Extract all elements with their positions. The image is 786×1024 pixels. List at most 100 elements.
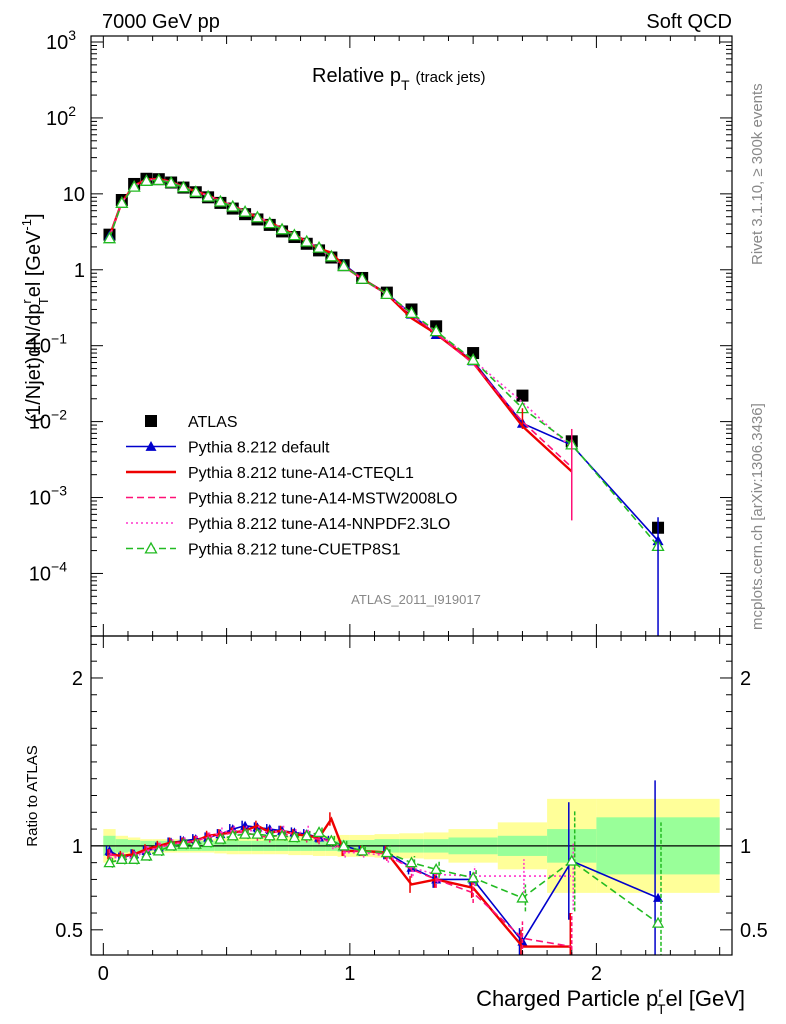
ratio-point: [128, 852, 141, 864]
series-5: [102, 173, 665, 552]
data-point: [516, 389, 529, 402]
series-4: [108, 178, 573, 449]
data-point: [467, 347, 480, 360]
ratio-point: [140, 849, 153, 861]
series-line: [108, 179, 659, 547]
data-point: [429, 324, 443, 337]
ratio-point: [238, 827, 252, 839]
ratio-point: [202, 836, 215, 848]
series-line: [108, 178, 573, 449]
main-error-bars: [521, 408, 659, 636]
ratio-point: [300, 829, 313, 841]
data-point: [300, 234, 314, 247]
ratio-point: [165, 839, 178, 851]
ratio-xtick-label: 1: [344, 963, 355, 985]
legend-item: Pythia 8.212 tune-A14-MSTW2008LO: [126, 491, 457, 508]
legend: ATLAS Pythia 8.212 default Pythia 8.212 tu…: [126, 414, 457, 559]
ratio-point: [214, 832, 227, 844]
main-ytick-label: 10−3: [29, 483, 67, 510]
data-point: [139, 174, 154, 186]
data-point: [201, 189, 215, 202]
main-ytick-label: 10−4: [29, 558, 67, 585]
data-point: [226, 199, 240, 212]
data-point: [263, 216, 277, 229]
ratio-point: [653, 892, 664, 902]
ratio-point: [275, 829, 289, 841]
legend-marker: [144, 541, 158, 554]
data-point: [466, 353, 480, 365]
ratio-point: [152, 844, 165, 856]
ratio-series-line: [109, 829, 572, 877]
data-point: [275, 222, 289, 235]
data-point: [324, 249, 338, 262]
ratio-ytick-label: 2: [72, 668, 83, 690]
main-ylabel: (1/Njet)dN/dpr Tel [GeV-1]: [19, 213, 51, 422]
ratio-ytick-label-right: 2: [740, 668, 751, 690]
ratio-point: [263, 829, 276, 841]
ratio-point: [467, 871, 480, 883]
ratio-ytick-label-right: 0.5: [740, 920, 768, 942]
legend-item: Pythia 8.212 default: [126, 440, 330, 457]
legend-label: Pythia 8.212 default: [188, 440, 330, 457]
ratio-ytick-label-right: 1: [740, 836, 751, 858]
series-3: [108, 178, 573, 468]
mcplots-label: mcplots.cern.ch [arXiv:1306.3436]: [749, 403, 766, 630]
data-point: [164, 175, 178, 188]
ratio-point: [103, 856, 116, 868]
data-point: [380, 287, 394, 300]
legend-item: Pythia 8.212 tune-A14-CTEQL1: [126, 465, 414, 482]
ratio-point: [356, 844, 369, 856]
legend-label: Pythia 8.212 tune-A14-NNPDF2.3LO: [188, 516, 450, 533]
ratio-point: [565, 854, 578, 866]
ratio-frame: [90, 635, 733, 956]
ratio-ytick-label: 0.5: [55, 920, 83, 942]
main-ytick-label: 10−1: [29, 331, 67, 358]
plot-title: Relative pT (track jets): [312, 65, 486, 93]
data-point: [238, 204, 252, 217]
ratio-point: [288, 831, 301, 843]
header-left: 7000 GeV pp: [102, 11, 220, 33]
analysis-tag: ATLAS_2011_I919017: [351, 592, 481, 607]
data-point: [115, 196, 129, 208]
data-point: [312, 240, 326, 253]
data-point: [102, 231, 117, 244]
data-point: [250, 210, 265, 223]
data-point: [127, 179, 141, 192]
ratio-series-line: [109, 831, 659, 924]
legend-marker: [145, 415, 157, 427]
ratio-point: [380, 846, 393, 858]
ratio-point: [337, 839, 350, 851]
ratio-xtick-label: 2: [591, 963, 602, 985]
ratio-xlabel: Charged Particle pr Tel [GeV]: [476, 984, 745, 1017]
series-line: [108, 178, 659, 542]
data-point: [176, 180, 191, 193]
data-point: [337, 259, 351, 272]
ratio-series-4: [103, 810, 665, 955]
ratio-xtick-label: 0: [98, 963, 109, 985]
data-point: [404, 306, 419, 318]
main-ytick-label: 102: [46, 103, 76, 130]
legend-item: Pythia 8.212 tune-A14-NNPDF2.3LO: [126, 516, 450, 533]
legend-marker: [145, 441, 157, 451]
ratio-point: [177, 837, 190, 849]
ratio-point: [325, 834, 338, 846]
ratio-point: [251, 827, 264, 839]
series-2: [108, 177, 573, 473]
main-ytick-label: 103: [46, 27, 76, 54]
ratio-point: [240, 820, 251, 830]
legend-item: Pythia 8.212 tune-CUETP8S1: [126, 542, 401, 559]
data-point: [287, 228, 301, 241]
ratio-point: [312, 826, 326, 838]
main-ytick-label: 1: [74, 260, 85, 282]
main-ytick-label: 10−2: [29, 407, 67, 434]
legend-label: Pythia 8.212 tune-CUETP8S1: [188, 542, 401, 559]
legend-label: Pythia 8.212 tune-A14-CTEQL1: [188, 465, 414, 482]
ratio-ytick-label: 1: [72, 836, 83, 858]
ratio-ylabel: Ratio to ATLAS: [24, 745, 41, 846]
data-point: [355, 271, 369, 284]
ratio-point: [226, 829, 239, 841]
ratio-point: [430, 863, 443, 875]
ratio-point: [189, 837, 202, 849]
